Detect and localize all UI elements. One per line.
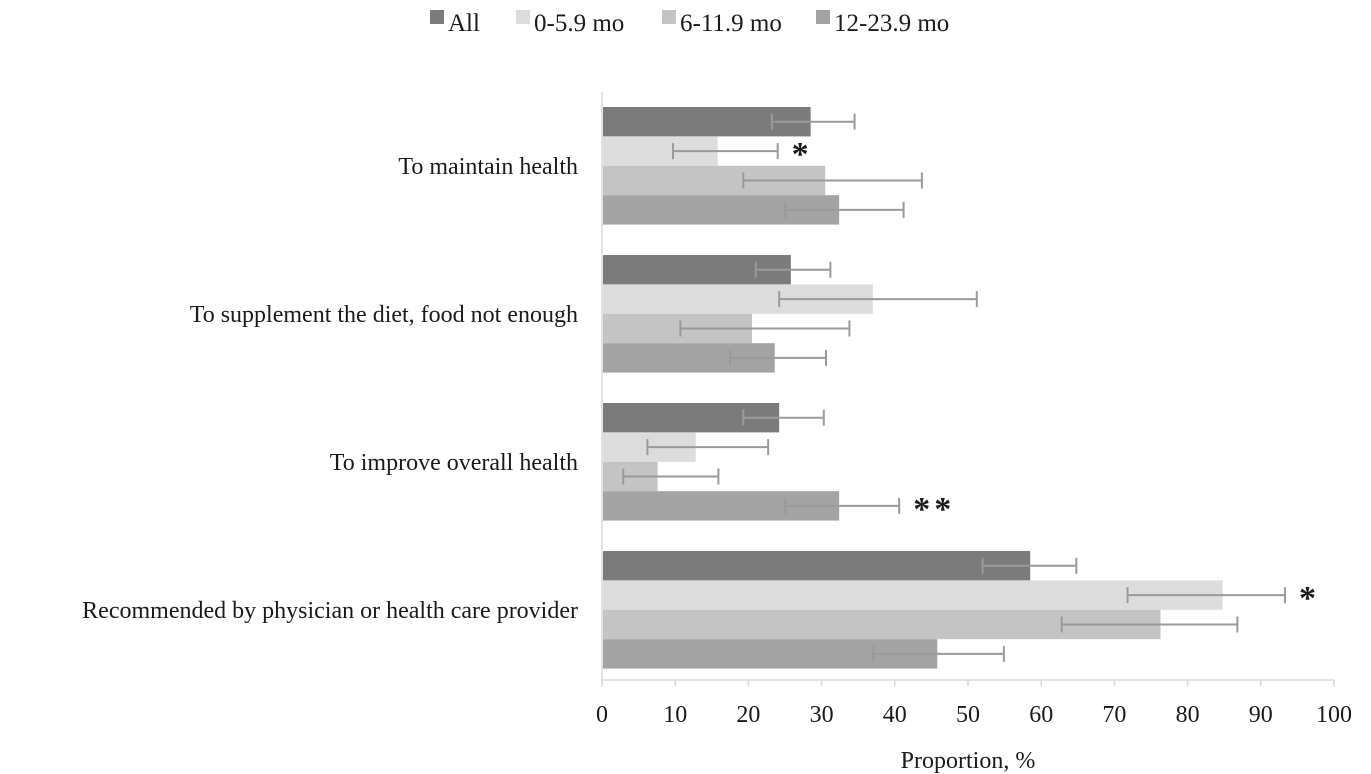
legend-swatch-all	[430, 10, 444, 24]
plot-area: ****	[603, 107, 1320, 669]
x-tick-label-70: 70	[1102, 702, 1126, 728]
category-label-2: To improve overall health	[330, 450, 578, 476]
category-label-3: Recommended by physician or health care …	[82, 598, 578, 624]
x-tick-label-50: 50	[956, 702, 980, 728]
significance-marker-1: **	[913, 491, 955, 528]
significance-marker-2: *	[1299, 580, 1320, 617]
x-axis-title: Proportion, %	[901, 748, 1036, 774]
x-tick-label-30: 30	[810, 702, 834, 728]
x-tick-label-90: 90	[1249, 702, 1273, 728]
x-tick-label-80: 80	[1176, 702, 1200, 728]
significance-marker-0: *	[792, 136, 813, 173]
legend: All 0-5.9 mo 6-11.9 mo 12-23.9 mo	[430, 10, 949, 37]
x-tick-label-0: 0	[596, 702, 608, 728]
legend-label-6-11-9-mo: 6-11.9 mo	[680, 10, 782, 37]
category-label-0: To maintain health	[398, 154, 578, 180]
x-tick-label-20: 20	[736, 702, 760, 728]
legend-label-12-23-9-mo: 12-23.9 mo	[834, 10, 949, 37]
x-tick-label-60: 60	[1029, 702, 1053, 728]
x-tick-label-40: 40	[883, 702, 907, 728]
legend-swatch-12-23-9-mo	[816, 10, 830, 24]
bar-all-3	[603, 551, 1031, 581]
category-labels: To maintain health To supplement the diet…	[82, 154, 578, 624]
x-axis: 0 10 20 30 40 50 60 70 80 90 100	[596, 92, 1352, 728]
x-tick-label-100: 100	[1316, 702, 1352, 728]
bar-0-5-9-mo-3	[603, 580, 1223, 610]
category-label-1: To supplement the diet, food not enough	[190, 302, 578, 328]
legend-swatch-0-5-9-mo	[516, 10, 530, 24]
legend-label-0-5-9-mo: 0-5.9 mo	[534, 10, 624, 37]
x-tick-label-10: 10	[663, 702, 687, 728]
legend-swatch-6-11-9-mo	[662, 10, 676, 24]
legend-label-all: All	[448, 10, 480, 37]
